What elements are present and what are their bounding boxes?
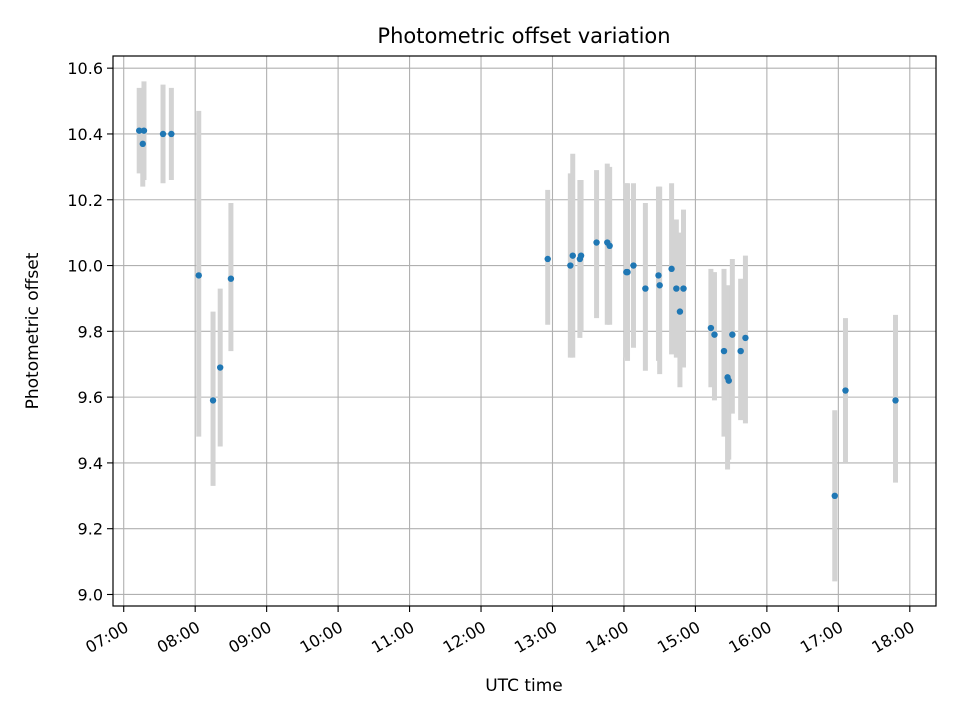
data-point [606,242,613,250]
data-point [567,262,574,269]
data-point [725,377,732,384]
data-point [624,268,631,276]
x-axis-label: UTC time [485,676,563,696]
data-points [136,127,899,500]
data-point [136,127,143,134]
data-point [831,492,838,500]
y-axis: 9.0 9.2 9.4 9.6 9.8 10.0 10.2 10.4 10.6 [67,59,113,604]
data-point [227,275,235,282]
y-axis-label: Photometric offset [23,252,43,409]
data-point [569,252,576,259]
data-point [742,334,749,342]
data-point [168,130,175,138]
data-point [656,282,663,289]
data-point [195,272,202,279]
data-point [707,324,715,332]
data-point [577,252,585,259]
data-point [842,387,849,394]
y-tick-label: 9.8 [78,322,103,341]
data-point [729,331,736,338]
y-tick-label: 9.6 [78,388,103,407]
data-point [216,364,224,371]
data-point [892,397,899,404]
y-tick-label: 10.0 [67,257,103,276]
data-point [720,347,728,355]
data-point [209,397,217,404]
data-point [737,347,744,355]
data-point [668,265,675,273]
data-point [630,262,637,269]
data-point [159,130,167,138]
data-point [140,127,148,134]
data-point [655,272,662,279]
data-point [680,285,687,292]
data-point [139,140,146,148]
y-tick-label: 9.4 [78,454,103,473]
y-tick-label: 9.2 [78,520,103,539]
data-point [593,239,600,246]
data-point [642,285,649,292]
data-point [711,331,718,338]
y-tick-label: 10.2 [67,191,103,210]
data-point [673,285,680,292]
y-tick-label: 10.4 [67,125,103,144]
chart-title: Photometric offset variation [377,24,670,48]
data-point [544,255,551,263]
data-point [676,308,684,315]
y-tick-label: 9.0 [78,585,103,604]
y-tick-label: 10.6 [67,59,103,78]
